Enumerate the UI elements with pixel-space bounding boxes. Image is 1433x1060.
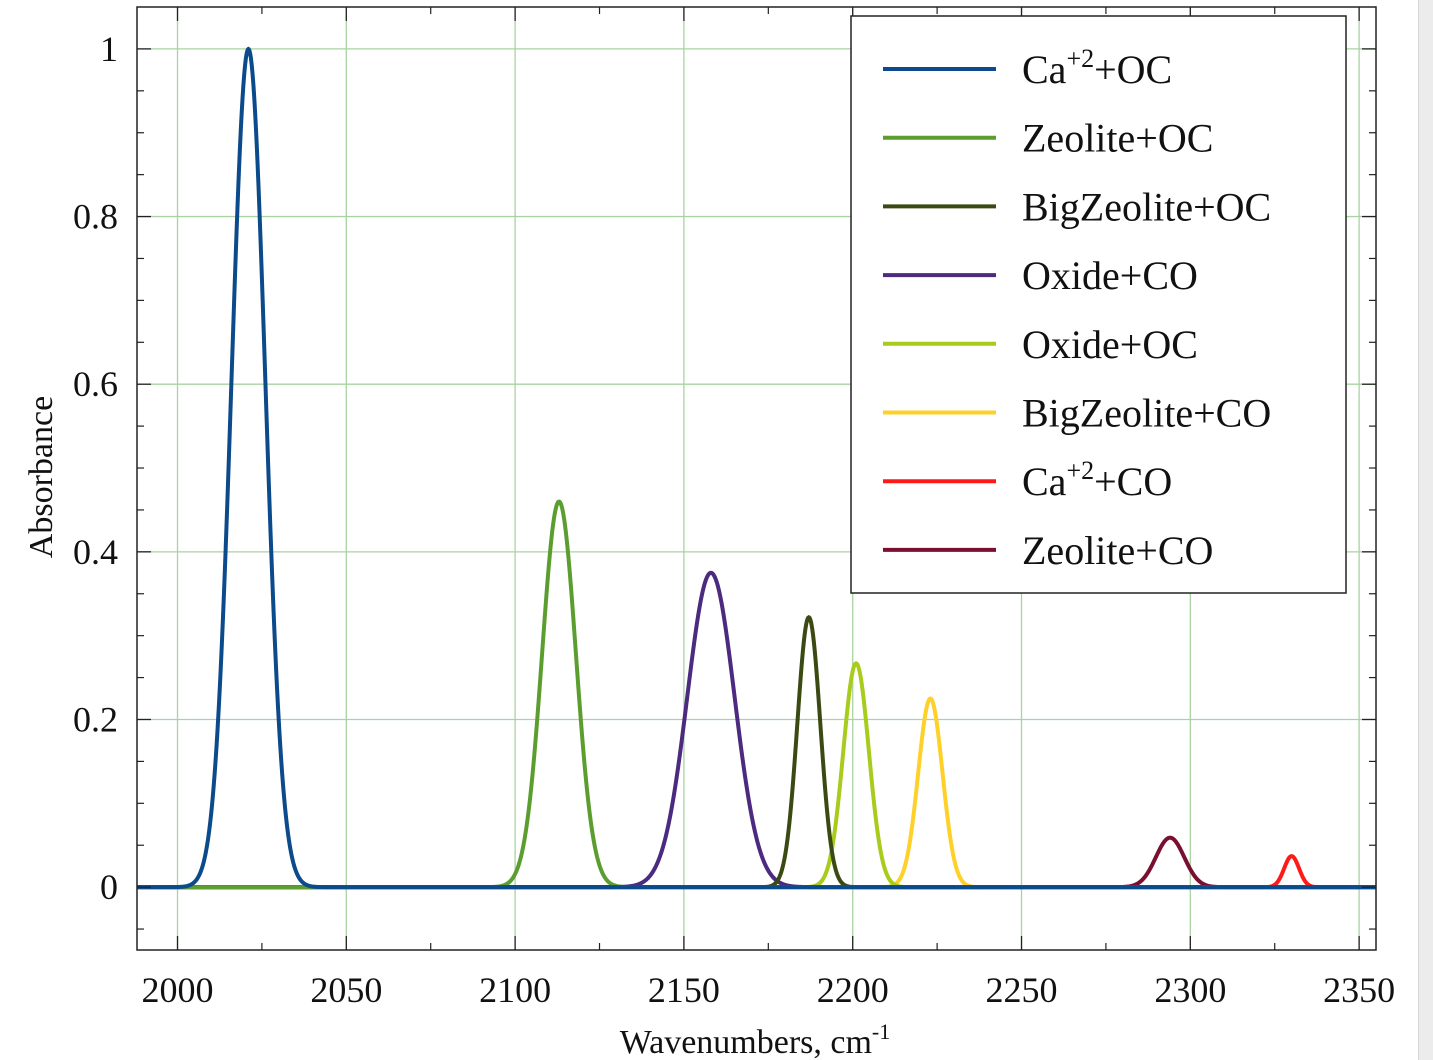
legend-label-text: Ca	[1022, 459, 1067, 504]
legend-label: Ca+2+OC	[1022, 44, 1172, 92]
x-tick-label: 2300	[1154, 970, 1226, 1010]
legend-label-superscript: +2	[1066, 44, 1094, 73]
legend-label-text: Zeolite+CO	[1022, 528, 1213, 573]
x-tick-label: 2150	[648, 970, 720, 1010]
y-tick-label: 0	[100, 867, 118, 907]
legend-label-text: BigZeolite+OC	[1022, 184, 1271, 229]
legend-label-text: Ca	[1022, 47, 1067, 92]
legend-label: Oxide+OC	[1022, 322, 1198, 367]
legend-label-text: Zeolite+OC	[1022, 116, 1213, 161]
x-tick-label: 2250	[986, 970, 1058, 1010]
legend-label-text: Oxide+OC	[1022, 322, 1198, 367]
series-line-0	[135, 46, 1378, 890]
x-tick-label: 2100	[479, 970, 551, 1010]
x-tick-label: 2350	[1323, 970, 1395, 1010]
vertical-scrollbar[interactable]	[1418, 0, 1433, 1060]
y-tick-label: 0.4	[73, 532, 118, 572]
legend: Ca+2+OCZeolite+OCBigZeolite+OCOxide+COOx…	[850, 15, 1347, 594]
legend-label-superscript: +2	[1066, 456, 1094, 485]
y-tick-label: 0.2	[73, 699, 118, 739]
y-axis-title: Absorbance	[23, 396, 60, 558]
x-tick-label: 2200	[817, 970, 889, 1010]
legend-label: BigZeolite+CO	[1022, 391, 1271, 436]
x-axis-title: Wavenumbers, cm-1	[620, 1019, 891, 1060]
plot-frame	[136, 6, 1377, 951]
legend-label-suffix: +CO	[1094, 459, 1172, 504]
legend-label: Zeolite+CO	[1022, 528, 1213, 573]
y-tick-label: 1	[100, 29, 118, 69]
ticks	[137, 7, 1376, 950]
x-tick-label: 2000	[142, 970, 214, 1010]
legend-label-text: BigZeolite+CO	[1022, 391, 1271, 436]
legend-label-suffix: +OC	[1094, 47, 1172, 92]
x-tick-label: 2050	[310, 970, 382, 1010]
curves	[135, 46, 1378, 890]
y-tick-label: 0.8	[73, 197, 118, 237]
legend-label: BigZeolite+OC	[1022, 184, 1271, 229]
y-tick-label: 0.6	[73, 364, 118, 404]
tick-labels: 2000 2050 2100 2150 2200 2250 2300 2350 0 0.2 0.4 0…	[73, 29, 1395, 1010]
x-axis-title-text: Wavenumbers, cm	[620, 1024, 872, 1060]
legend-label: Zeolite+OC	[1022, 116, 1213, 161]
legend-box	[850, 15, 1347, 594]
x-axis-title-superscript: -1	[872, 1019, 890, 1044]
legend-label-text: Oxide+CO	[1022, 253, 1198, 298]
legend-label: Oxide+CO	[1022, 253, 1198, 298]
legend-label: Ca+2+CO	[1022, 456, 1172, 504]
